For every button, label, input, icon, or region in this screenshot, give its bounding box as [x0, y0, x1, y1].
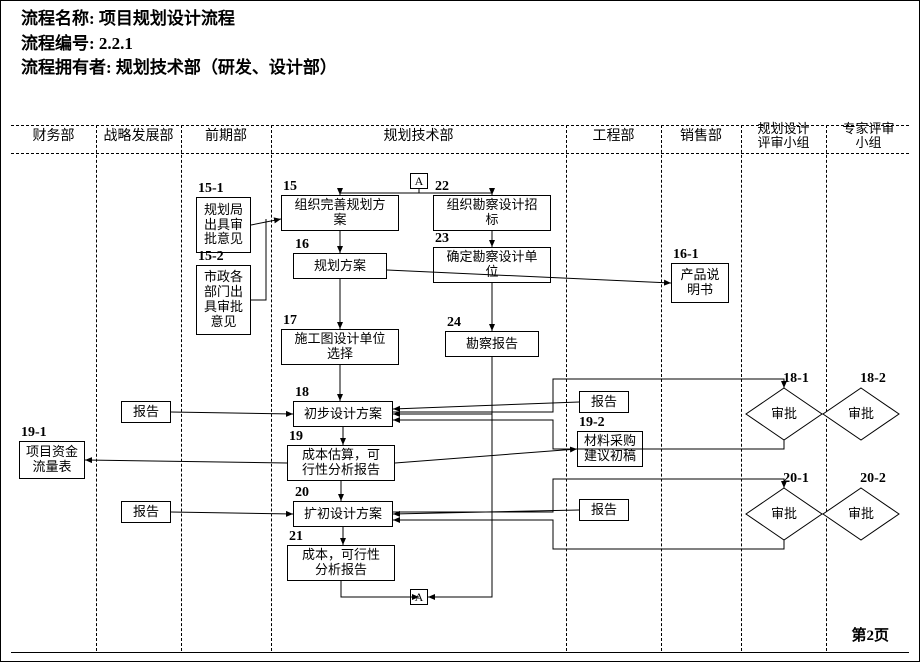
- svg-text:审批: 审批: [771, 406, 797, 421]
- flow-node: 报告: [579, 499, 629, 521]
- flow-node-number: 18: [295, 385, 309, 401]
- flow-node-number: 17: [283, 313, 297, 329]
- flow-node: 组织勘察设计招标: [433, 195, 551, 231]
- bottom-rule: [11, 652, 909, 653]
- owner-label: 流程拥有者:: [21, 58, 112, 77]
- svg-text:审批: 审批: [848, 406, 874, 421]
- lane-label: 规划设计评审小组: [741, 122, 826, 144]
- flow-node: 施工图设计单位选择: [281, 329, 399, 365]
- lane-label: 前期部: [181, 129, 271, 151]
- flow-node: 材料采购建议初稿: [577, 431, 643, 467]
- flow-node-number: 22: [435, 179, 449, 195]
- flow-node: 确定勘察设计单位: [433, 247, 551, 283]
- flow-node-number: 16-1: [673, 247, 699, 263]
- flow-node-number: 16: [295, 237, 309, 253]
- lane-label: 财务部: [11, 129, 96, 151]
- flow-node: 市政各部门出具审批意见: [196, 265, 251, 335]
- flow-node-number: 19-1: [21, 425, 47, 441]
- flow-node: 报告: [121, 401, 171, 423]
- flow-node-number: 21: [289, 529, 303, 545]
- lane-label: 战略发展部: [96, 129, 181, 151]
- flow-node-number: 20: [295, 485, 309, 501]
- svg-text:审批: 审批: [848, 506, 874, 521]
- page-number: 第2页: [851, 624, 889, 645]
- lane-separator: [271, 125, 272, 651]
- flow-node: 勘察报告: [445, 331, 539, 357]
- flow-header: 流程名称: 项目规划设计流程 流程编号: 2.2.1 流程拥有者: 规划技术部（…: [21, 7, 337, 81]
- flow-node: 成本估算，可行性分析报告: [287, 445, 395, 481]
- flow-node-number: 15-1: [198, 181, 224, 197]
- lane-label: 规划技术部: [271, 129, 566, 151]
- flow-node: 项目资金流量表: [19, 441, 85, 479]
- flow-node: 报告: [579, 391, 629, 413]
- flow-node: 报告: [121, 501, 171, 523]
- lane-separator: [181, 125, 182, 651]
- flow-node: 规划方案: [293, 253, 387, 279]
- flow-node-number: 19: [289, 429, 303, 445]
- code-label: 流程编号:: [21, 34, 95, 53]
- lane-separator: [741, 125, 742, 651]
- owner-value: 规划技术部（研发、设计部）: [116, 58, 337, 77]
- lane-label: 销售部: [661, 129, 741, 151]
- lane-label: 专家评审小组: [826, 122, 911, 144]
- svg-text:20-2: 20-2: [860, 471, 886, 486]
- flow-node-number: 15-2: [198, 249, 224, 265]
- code-value: 2.2.1: [99, 34, 133, 53]
- svg-text:18-2: 18-2: [860, 371, 886, 386]
- flow-node: 成本，可行性分析报告: [287, 545, 395, 581]
- connector-a-top: A: [410, 173, 428, 189]
- svg-text:20-1: 20-1: [783, 471, 809, 486]
- name-label: 流程名称:: [21, 9, 95, 28]
- flow-node: 初步设计方案: [293, 401, 393, 427]
- flow-node: 规划局出具审批意见: [196, 197, 251, 253]
- flow-node-number: 19-2: [579, 415, 605, 431]
- lane-separator: [96, 125, 97, 651]
- svg-text:审批: 审批: [771, 506, 797, 521]
- flow-node: 扩初设计方案: [293, 501, 393, 527]
- lane-label: 工程部: [566, 129, 661, 151]
- flow-node-number: 15: [283, 179, 297, 195]
- lane-separator: [661, 125, 662, 651]
- flowchart-page: 流程名称: 项目规划设计流程 流程编号: 2.2.1 流程拥有者: 规划技术部（…: [0, 0, 920, 662]
- flow-node: 产品说明书: [671, 263, 729, 303]
- lane-bottom-rule: [11, 153, 909, 154]
- name-value: 项目规划设计流程: [99, 9, 235, 28]
- svg-text:18-1: 18-1: [783, 371, 809, 386]
- flow-node-number: 23: [435, 231, 449, 247]
- lane-separator: [826, 125, 827, 651]
- connector-a-bottom: A: [410, 589, 428, 605]
- flow-node: 组织完善规划方案: [281, 195, 399, 231]
- lane-separator: [566, 125, 567, 651]
- flow-node-number: 24: [447, 315, 461, 331]
